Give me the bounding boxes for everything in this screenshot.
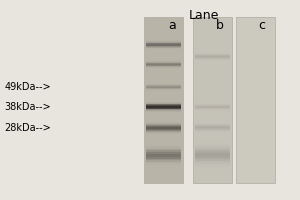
FancyBboxPatch shape xyxy=(146,106,181,107)
FancyBboxPatch shape xyxy=(146,104,181,105)
FancyBboxPatch shape xyxy=(146,132,181,133)
FancyBboxPatch shape xyxy=(146,43,181,44)
Text: a: a xyxy=(168,19,176,32)
FancyBboxPatch shape xyxy=(146,128,181,129)
FancyBboxPatch shape xyxy=(146,86,181,87)
Text: Lane: Lane xyxy=(188,9,219,22)
FancyBboxPatch shape xyxy=(195,153,230,155)
FancyBboxPatch shape xyxy=(146,108,181,109)
FancyBboxPatch shape xyxy=(146,46,181,47)
FancyBboxPatch shape xyxy=(195,161,230,163)
FancyBboxPatch shape xyxy=(195,151,230,153)
FancyBboxPatch shape xyxy=(146,130,181,131)
FancyBboxPatch shape xyxy=(146,42,181,43)
FancyBboxPatch shape xyxy=(146,127,181,128)
FancyBboxPatch shape xyxy=(236,17,275,183)
Text: c: c xyxy=(258,19,265,32)
FancyBboxPatch shape xyxy=(144,17,183,183)
FancyBboxPatch shape xyxy=(195,157,230,159)
Text: 38kDa-->: 38kDa--> xyxy=(4,102,51,112)
FancyBboxPatch shape xyxy=(146,41,181,42)
FancyBboxPatch shape xyxy=(146,45,181,46)
FancyBboxPatch shape xyxy=(146,65,181,66)
FancyBboxPatch shape xyxy=(146,159,181,160)
Text: 49kDa-->: 49kDa--> xyxy=(4,82,51,92)
FancyBboxPatch shape xyxy=(195,155,230,157)
FancyBboxPatch shape xyxy=(146,103,181,104)
Text: 28kDa-->: 28kDa--> xyxy=(4,123,51,133)
FancyBboxPatch shape xyxy=(146,131,181,132)
FancyBboxPatch shape xyxy=(146,160,181,162)
FancyBboxPatch shape xyxy=(195,105,230,106)
FancyBboxPatch shape xyxy=(195,56,230,57)
FancyBboxPatch shape xyxy=(195,127,230,128)
FancyBboxPatch shape xyxy=(195,128,230,129)
FancyBboxPatch shape xyxy=(195,58,230,59)
FancyBboxPatch shape xyxy=(146,47,181,48)
FancyBboxPatch shape xyxy=(146,87,181,88)
FancyBboxPatch shape xyxy=(146,64,181,65)
FancyBboxPatch shape xyxy=(146,44,181,45)
FancyBboxPatch shape xyxy=(146,110,181,111)
FancyBboxPatch shape xyxy=(146,105,181,106)
Text: b: b xyxy=(216,19,224,32)
FancyBboxPatch shape xyxy=(146,123,181,124)
FancyBboxPatch shape xyxy=(195,149,230,151)
FancyBboxPatch shape xyxy=(195,106,230,107)
FancyBboxPatch shape xyxy=(146,62,181,63)
FancyBboxPatch shape xyxy=(146,157,181,159)
FancyBboxPatch shape xyxy=(146,129,181,130)
FancyBboxPatch shape xyxy=(146,66,181,67)
FancyBboxPatch shape xyxy=(146,107,181,108)
FancyBboxPatch shape xyxy=(195,55,230,56)
FancyBboxPatch shape xyxy=(195,107,230,108)
FancyBboxPatch shape xyxy=(195,129,230,130)
FancyBboxPatch shape xyxy=(195,125,230,126)
FancyBboxPatch shape xyxy=(146,150,181,152)
FancyBboxPatch shape xyxy=(195,126,230,127)
FancyBboxPatch shape xyxy=(146,155,181,157)
FancyBboxPatch shape xyxy=(195,57,230,58)
FancyBboxPatch shape xyxy=(146,109,181,110)
FancyBboxPatch shape xyxy=(146,88,181,89)
FancyBboxPatch shape xyxy=(146,152,181,154)
FancyBboxPatch shape xyxy=(146,125,181,126)
FancyBboxPatch shape xyxy=(195,147,230,149)
FancyBboxPatch shape xyxy=(195,108,230,109)
FancyBboxPatch shape xyxy=(146,154,181,155)
FancyBboxPatch shape xyxy=(193,17,232,183)
FancyBboxPatch shape xyxy=(146,126,181,127)
FancyBboxPatch shape xyxy=(146,149,181,150)
FancyBboxPatch shape xyxy=(146,124,181,125)
FancyBboxPatch shape xyxy=(146,85,181,86)
FancyBboxPatch shape xyxy=(195,159,230,161)
FancyBboxPatch shape xyxy=(146,63,181,64)
